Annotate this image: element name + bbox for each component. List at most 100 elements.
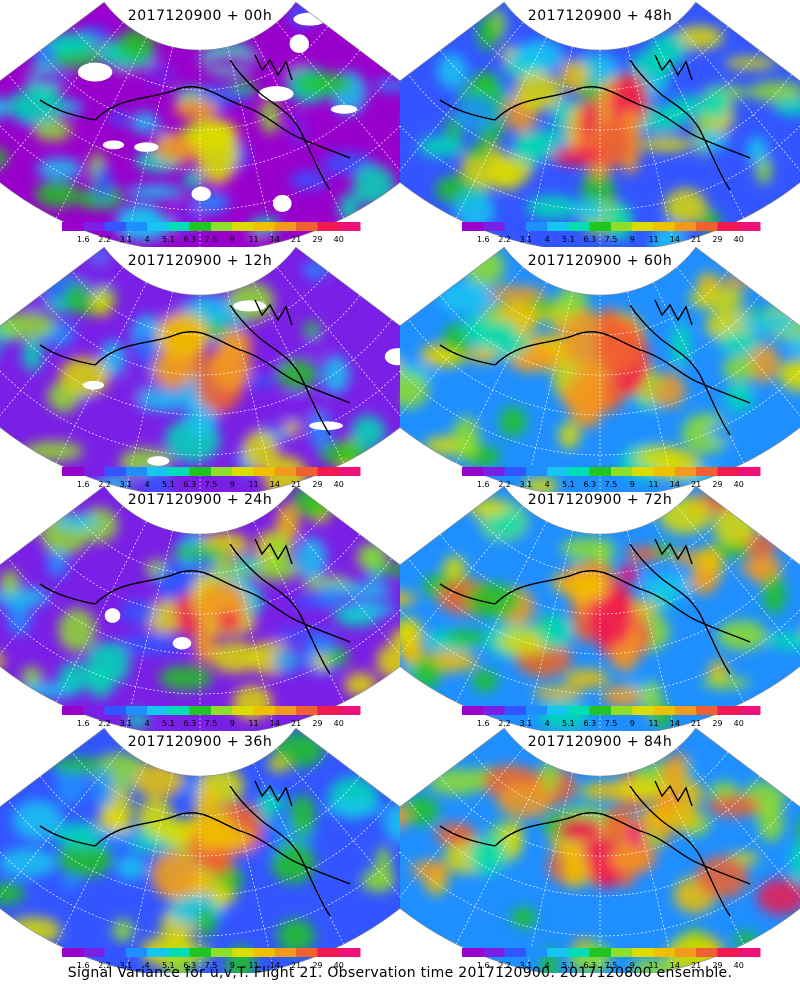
- colorbar-tick-label: 7.5: [605, 235, 618, 244]
- colorbar-swatch: [83, 948, 106, 957]
- colorbar-tick-label: 9: [630, 719, 635, 728]
- coastline: [494, 331, 751, 404]
- colorbar-swatch: [483, 467, 506, 476]
- coastline: [439, 99, 496, 121]
- panel-title: 2017120900 + 24h: [127, 492, 273, 508]
- colorbar-swatch: [653, 222, 676, 231]
- colorbar-tick-label: 9: [230, 719, 235, 728]
- colorbar-tick-label: 14: [270, 235, 280, 244]
- colorbar-swatch: [589, 467, 612, 476]
- forecast-map: [0, 1, 400, 247]
- colorbar-swatch: [83, 222, 106, 231]
- colorbar-swatch: [189, 706, 212, 715]
- colorbar-tick-label: 21: [291, 719, 301, 728]
- colorbar-swatch: [296, 706, 318, 715]
- colorbar-tick-label: 21: [691, 719, 701, 728]
- colorbar-swatch: [274, 706, 297, 715]
- colorbar-swatch: [525, 948, 548, 957]
- colorbar-swatch: [211, 467, 233, 476]
- colorbar-tick-label: 6.3: [583, 961, 596, 970]
- colorbar-tick-label: 40: [334, 480, 344, 489]
- forecast-map: [400, 246, 800, 492]
- colorbar-tick-label: 14: [670, 719, 680, 728]
- colorbar-swatch: [504, 467, 527, 476]
- colorbar-swatch: [547, 467, 569, 476]
- coastline: [439, 825, 496, 847]
- colorbar-tick-label: 6.3: [183, 719, 196, 728]
- colorbar-swatch: [462, 222, 484, 231]
- colorbar-tick-label: 4: [145, 719, 150, 728]
- colorbar-tick-label: 11: [248, 719, 258, 728]
- colorbar-swatch: [653, 467, 676, 476]
- colorbar-swatch: [696, 706, 718, 715]
- colorbar: 1.6 2.2 3.1 4 5.1 6.3 7.5 9 11 14 21 29 40: [62, 467, 361, 489]
- colorbar-swatch: [147, 467, 169, 476]
- coastline: [94, 331, 351, 404]
- colorbar-swatch: [738, 222, 761, 231]
- panel-48h: 2017120900 + 48h 1.6 2.2 3.1 4 5.1 6.3 7.5 9 11 1…: [400, 0, 800, 247]
- colorbar-tick-label: 14: [270, 719, 280, 728]
- colorbar-swatch: [717, 706, 740, 715]
- colorbar-swatch: [104, 222, 127, 231]
- colorbar: 1.6 2.2 3.1 4 5.1 6.3 7.5 9 11 14 21 29 40: [462, 222, 761, 244]
- coastline: [39, 99, 96, 121]
- colorbar-tick-label: 6.3: [583, 235, 596, 244]
- colorbar-tick-label: 11: [648, 235, 658, 244]
- colorbar-swatch: [104, 467, 127, 476]
- colorbar-tick-label: 6.3: [183, 235, 196, 244]
- colorbar-tick-label: 4: [545, 719, 550, 728]
- colorbar-tick-label: 5.1: [562, 235, 575, 244]
- colorbar-tick-label: 29: [712, 480, 722, 489]
- colorbar-swatch: [696, 222, 718, 231]
- colorbar-tick-label: 11: [248, 235, 258, 244]
- colorbar-tick-label: 40: [734, 480, 744, 489]
- figure-caption: Signal Variance for u,v,T. Flight 21. Ob…: [67, 965, 733, 981]
- colorbar-tick-label: 2.2: [498, 480, 511, 489]
- coastline: [654, 299, 693, 326]
- colorbar-tick-label: 40: [334, 719, 344, 728]
- coastline: [229, 543, 331, 675]
- coastline: [254, 538, 293, 565]
- coastline: [39, 344, 96, 366]
- coastline: [229, 785, 331, 917]
- colorbar-tick-label: 11: [248, 480, 258, 489]
- colorbar-tick-label: 5.1: [162, 719, 175, 728]
- colorbar-swatch: [168, 706, 191, 715]
- coastline: [229, 59, 331, 191]
- colorbar: 1.6 2.2 3.1 4 5.1 6.3 7.5 9 11 14 21 29 40: [62, 706, 361, 728]
- coastline: [494, 86, 751, 159]
- colorbar-swatch: [296, 222, 318, 231]
- colorbar-swatch: [274, 222, 297, 231]
- colorbar-tick-label: 5.1: [562, 961, 575, 970]
- colorbar-swatch: [317, 467, 340, 476]
- colorbar-swatch: [104, 706, 127, 715]
- colorbar-tick-label: 3.1: [119, 719, 132, 728]
- colorbar-tick-label: 3.1: [519, 961, 532, 970]
- colorbar-swatch: [589, 222, 612, 231]
- colorbar: 1.6 2.2 3.1 4 5.1 6.3 7.5 9 11 14 21 29 40: [462, 706, 761, 728]
- coastline: [654, 780, 693, 807]
- colorbar-tick-label: 1.6: [477, 961, 490, 970]
- colorbar-tick-label: 6.3: [583, 719, 596, 728]
- colorbar-tick-label: 40: [734, 235, 744, 244]
- colorbar-tick-label: 7.5: [605, 480, 618, 489]
- coastline: [494, 812, 751, 885]
- colorbar-swatch: [717, 222, 740, 231]
- colorbar-swatch: [232, 706, 255, 715]
- colorbar-tick-label: 3.1: [119, 961, 132, 970]
- colorbar-swatch: [296, 467, 318, 476]
- colorbar-swatch: [147, 222, 169, 231]
- colorbar-swatch: [211, 222, 233, 231]
- colorbar-tick-label: 4: [545, 480, 550, 489]
- colorbar-swatch: [125, 222, 148, 231]
- panel-title: 2017120900 + 72h: [527, 492, 673, 508]
- colorbar-tick-label: 7.5: [205, 235, 218, 244]
- colorbar-swatch: [674, 706, 697, 715]
- colorbar-tick-label: 3.1: [119, 480, 132, 489]
- colorbar-swatch: [632, 706, 655, 715]
- colorbar-tick-label: 21: [691, 961, 701, 970]
- colorbar-tick-label: 29: [712, 235, 722, 244]
- colorbar-tick-label: 2.2: [98, 480, 111, 489]
- panel-72h: 2017120900 + 72h 1.6 2.2 3.1 4 5.1 6.3 7.5 9 11 1…: [400, 484, 800, 731]
- panel-title: 2017120900 + 12h: [127, 253, 273, 269]
